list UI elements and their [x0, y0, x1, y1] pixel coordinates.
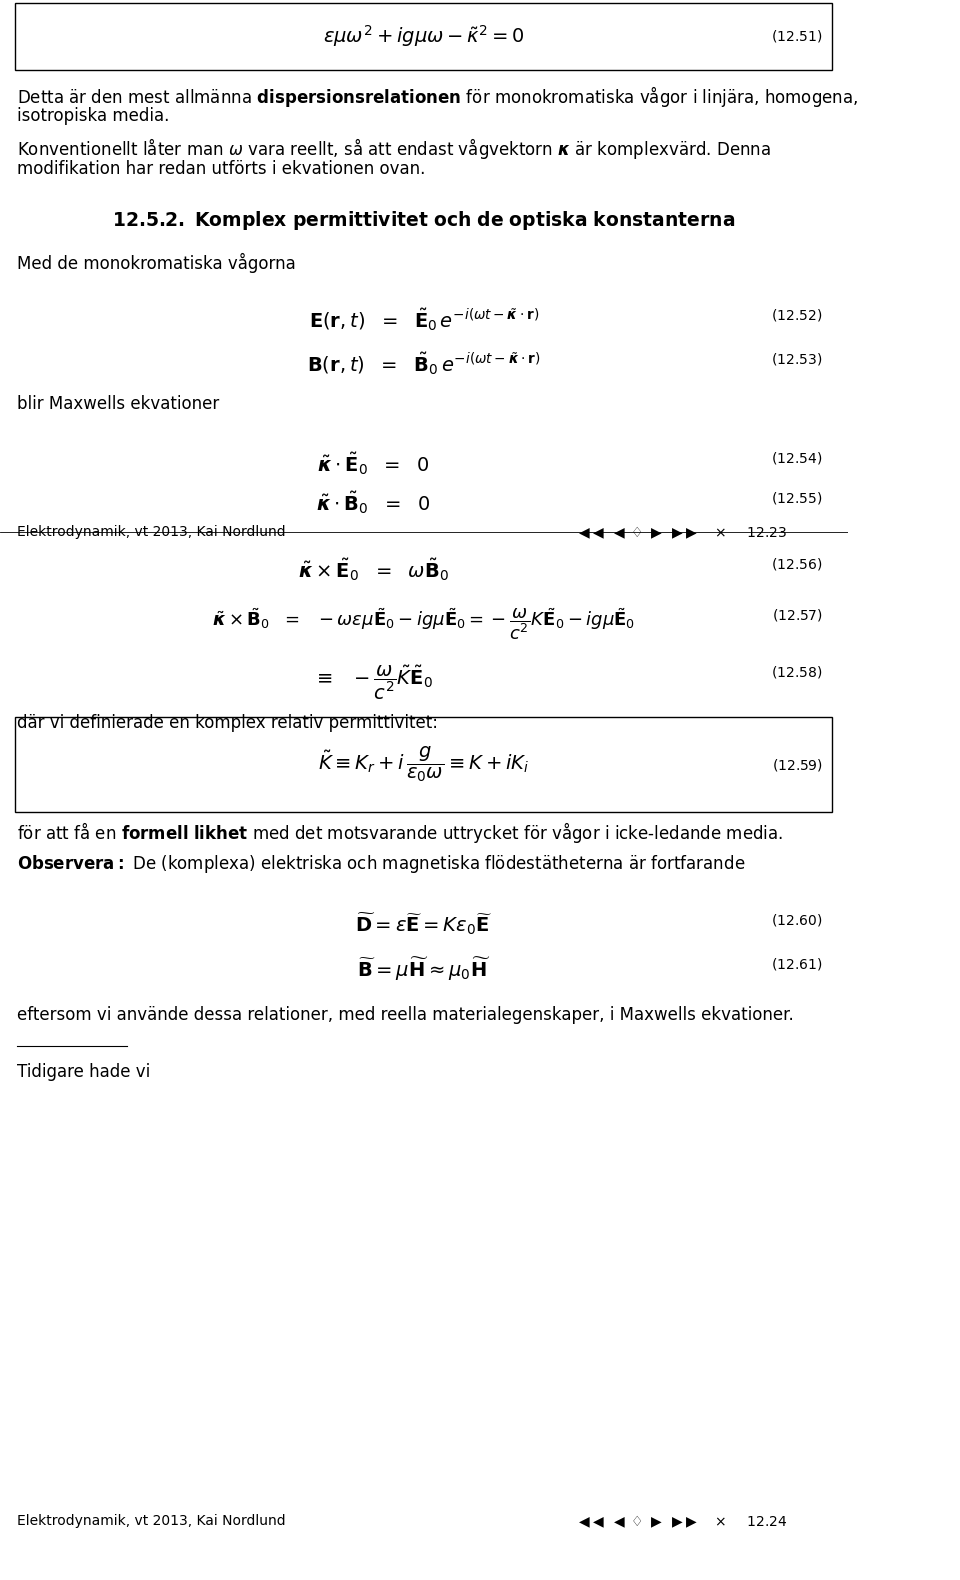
Text: Med de monokromatiska vågorna: Med de monokromatiska vågorna [17, 253, 296, 273]
Text: $\widetilde{\mathbf{B}} = \mu\widetilde{\mathbf{H}} \approx \mu_0\widetilde{\mat: $\widetilde{\mathbf{B}} = \mu\widetilde{… [357, 956, 491, 983]
FancyBboxPatch shape [15, 717, 832, 812]
Text: eftersom vi använde dessa relationer, med reella materialegenskaper, i Maxwells : eftersom vi använde dessa relationer, me… [17, 1006, 794, 1024]
Text: $\tilde{\boldsymbol{\kappa}} \cdot \tilde{\mathbf{B}}_0\ \ =\ \ 0$: $\tilde{\boldsymbol{\kappa}} \cdot \tild… [316, 490, 430, 517]
Text: Elektrodynamik, vt 2013, Kai Nordlund: Elektrodynamik, vt 2013, Kai Nordlund [17, 525, 285, 539]
Text: Konventionellt låter man $\omega$ vara reellt, så att endast vågvektorn $\boldsy: Konventionellt låter man $\omega$ vara r… [17, 136, 771, 161]
Text: för att få en $\mathbf{formell\ likhet}$ med det motsvarande uttrycket för vågor: för att få en $\mathbf{formell\ likhet}$… [17, 820, 783, 845]
Text: Elektrodynamik, vt 2013, Kai Nordlund: Elektrodynamik, vt 2013, Kai Nordlund [17, 1514, 285, 1528]
Text: $(12.57)$: $(12.57)$ [772, 607, 823, 623]
Text: $(12.53)$: $(12.53)$ [771, 351, 823, 367]
Text: $(12.51)$: $(12.51)$ [771, 28, 823, 44]
Text: $\blacktriangleleft\!\blacktriangleleft\ \blacktriangleleft\ \diamondsuit\ \blac: $\blacktriangleleft\!\blacktriangleleft\… [576, 1514, 787, 1529]
Text: $\tilde{K} \equiv K_r + i\,\dfrac{g}{\varepsilon_0\omega} \equiv K + iK_i$: $\tilde{K} \equiv K_r + i\,\dfrac{g}{\va… [318, 746, 530, 784]
Text: $\tilde{\boldsymbol{\kappa}} \times \tilde{\mathbf{B}}_0\ \ =\ \ -\omega\varepsi: $\tilde{\boldsymbol{\kappa}} \times \til… [212, 607, 636, 643]
Text: $\mathbf{12.5.2.\ Komplex\ permittivitet\ och\ de\ optiska\ konstanterna}$: $\mathbf{12.5.2.\ Komplex\ permittivitet… [112, 209, 735, 232]
Text: $\mathbf{E}(\mathbf{r},t)\ \ =\ \ \tilde{\mathbf{E}}_0\, e^{-i(\omega t - \tilde: $\mathbf{E}(\mathbf{r},t)\ \ =\ \ \tilde… [309, 307, 539, 333]
Text: $(12.59)$: $(12.59)$ [772, 757, 823, 773]
Text: $\tilde{\boldsymbol{\kappa}} \cdot \tilde{\mathbf{E}}_0\ \ =\ \ 0$: $\tilde{\boldsymbol{\kappa}} \cdot \tild… [317, 450, 429, 477]
Text: $\equiv\ \ -\dfrac{\omega}{c^2}\tilde{K}\tilde{\mathbf{E}}_0$: $\equiv\ \ -\dfrac{\omega}{c^2}\tilde{K}… [313, 664, 433, 702]
Text: $(12.54)$: $(12.54)$ [771, 450, 823, 466]
Text: $(12.55)$: $(12.55)$ [771, 490, 823, 506]
Text: $(12.61)$: $(12.61)$ [771, 956, 823, 972]
Text: Detta är den mest allmänna $\mathbf{dispersionsrelationen}$ för monokromatiska v: Detta är den mest allmänna $\mathbf{disp… [17, 84, 858, 109]
Text: $\mathbf{B}(\mathbf{r},t)\ \ =\ \ \tilde{\mathbf{B}}_0\, e^{-i(\omega t - \tilde: $\mathbf{B}(\mathbf{r},t)\ \ =\ \ \tilde… [307, 351, 540, 378]
Text: $(12.60)$: $(12.60)$ [771, 912, 823, 927]
Text: $\blacktriangleleft\!\blacktriangleleft\ \blacktriangleleft\ \diamondsuit\ \blac: $\blacktriangleleft\!\blacktriangleleft\… [576, 525, 787, 540]
Text: $\tilde{\boldsymbol{\kappa}} \times \tilde{\mathbf{E}}_0\ \ =\ \ \omega\tilde{\m: $\tilde{\boldsymbol{\kappa}} \times \til… [298, 556, 448, 583]
Text: $(12.58)$: $(12.58)$ [771, 664, 823, 679]
Text: där vi definierade en komplex relativ permittivitet:: där vi definierade en komplex relativ pe… [17, 714, 438, 732]
Text: $(12.52)$: $(12.52)$ [771, 307, 823, 322]
Text: isotropiska media.: isotropiska media. [17, 107, 169, 125]
Text: blir Maxwells ekvationer: blir Maxwells ekvationer [17, 395, 219, 412]
FancyBboxPatch shape [15, 3, 832, 70]
Text: $\widetilde{\mathbf{D}} = \varepsilon\widetilde{\mathbf{E}} = K\varepsilon_0\wid: $\widetilde{\mathbf{D}} = \varepsilon\wi… [355, 912, 492, 937]
Text: Tidigare hade vi: Tidigare hade vi [17, 1063, 150, 1081]
Text: $\varepsilon\mu\omega^2 + ig\mu\omega - \tilde{\kappa}^2 = 0$: $\varepsilon\mu\omega^2 + ig\mu\omega - … [323, 24, 525, 49]
Text: $(12.56)$: $(12.56)$ [771, 556, 823, 572]
Text: $\mathbf{Observera:}$ De (komplexa) elektriska och magnetiska flödestätheterna ä: $\mathbf{Observera:}$ De (komplexa) elek… [17, 853, 745, 875]
Text: modifikation har redan utförts i ekvationen ovan.: modifikation har redan utförts i ekvatio… [17, 160, 425, 177]
